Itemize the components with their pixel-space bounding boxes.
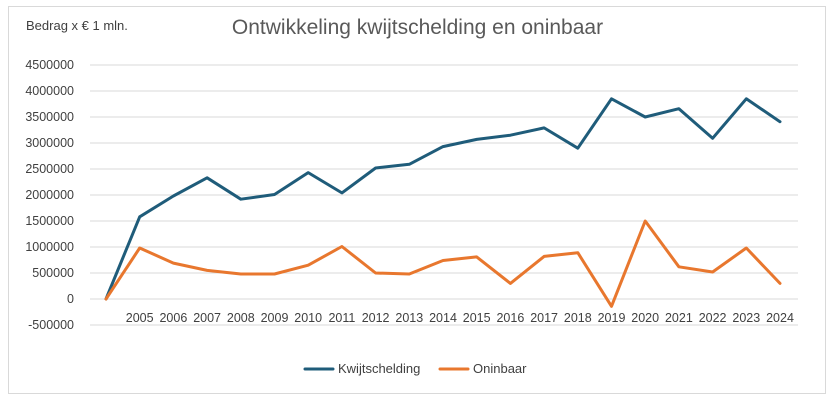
x-tick-label: 2011 — [328, 311, 355, 325]
x-tick-label: 2017 — [530, 311, 558, 325]
chart-title: Ontwikkeling kwijtschelding en oninbaar — [231, 16, 604, 39]
x-tick-label: 2015 — [463, 311, 491, 325]
x-tick-label: 2014 — [429, 311, 457, 325]
x-tick-label: 2021 — [665, 311, 693, 325]
gridlines — [90, 64, 798, 326]
x-tick-label: 2009 — [261, 311, 289, 325]
y-tick-label: -500000 — [28, 318, 74, 332]
y-tick-label: 2500000 — [25, 162, 74, 176]
legend-label: Kwijtschelding — [338, 361, 420, 376]
x-axis-ticks: 2005 2006 2007 2008 2009 2010 2011 2012 2013 2014… — [126, 311, 794, 325]
y-tick-label: 3000000 — [25, 136, 74, 150]
x-tick-label: 2012 — [362, 311, 390, 325]
x-tick-label: 2006 — [159, 311, 187, 325]
series-lines — [104, 97, 782, 308]
y-axis-ticks: -500000 0 500000 1000000 1500000 2000000 25000… — [25, 58, 74, 332]
x-tick-label: 2008 — [227, 311, 255, 325]
x-tick-label: 2019 — [598, 311, 626, 325]
y-tick-label: 4500000 — [25, 58, 74, 72]
y-tick-label: 1500000 — [25, 214, 74, 228]
chart-frame — [8, 6, 826, 394]
x-tick-label: 2016 — [496, 311, 524, 325]
x-tick-label: 2024 — [766, 311, 794, 325]
x-tick-label: 2018 — [564, 311, 592, 325]
y-tick-label: 1000000 — [25, 240, 74, 254]
series-line-oninbaar — [104, 219, 782, 308]
x-tick-label: 2010 — [294, 311, 322, 325]
x-tick-label: 2023 — [732, 311, 760, 325]
y-tick-label: 4000000 — [25, 84, 74, 98]
x-tick-label: 2007 — [193, 311, 221, 325]
unit-label: Bedrag x € 1 mln. — [26, 18, 128, 33]
series-line-kwijtschelding — [104, 97, 782, 301]
y-tick-label: 0 — [67, 292, 74, 306]
y-tick-label: 500000 — [32, 266, 74, 280]
y-tick-label: 2000000 — [25, 188, 74, 202]
y-tick-label: 3500000 — [25, 110, 74, 124]
legend-label: Oninbaar — [473, 361, 527, 376]
x-tick-label: 2020 — [631, 311, 659, 325]
x-tick-label: 2013 — [395, 311, 423, 325]
legend: Kwijtschelding Oninbaar — [303, 361, 527, 376]
x-tick-label: 2005 — [126, 311, 154, 325]
x-tick-label: 2022 — [699, 311, 727, 325]
